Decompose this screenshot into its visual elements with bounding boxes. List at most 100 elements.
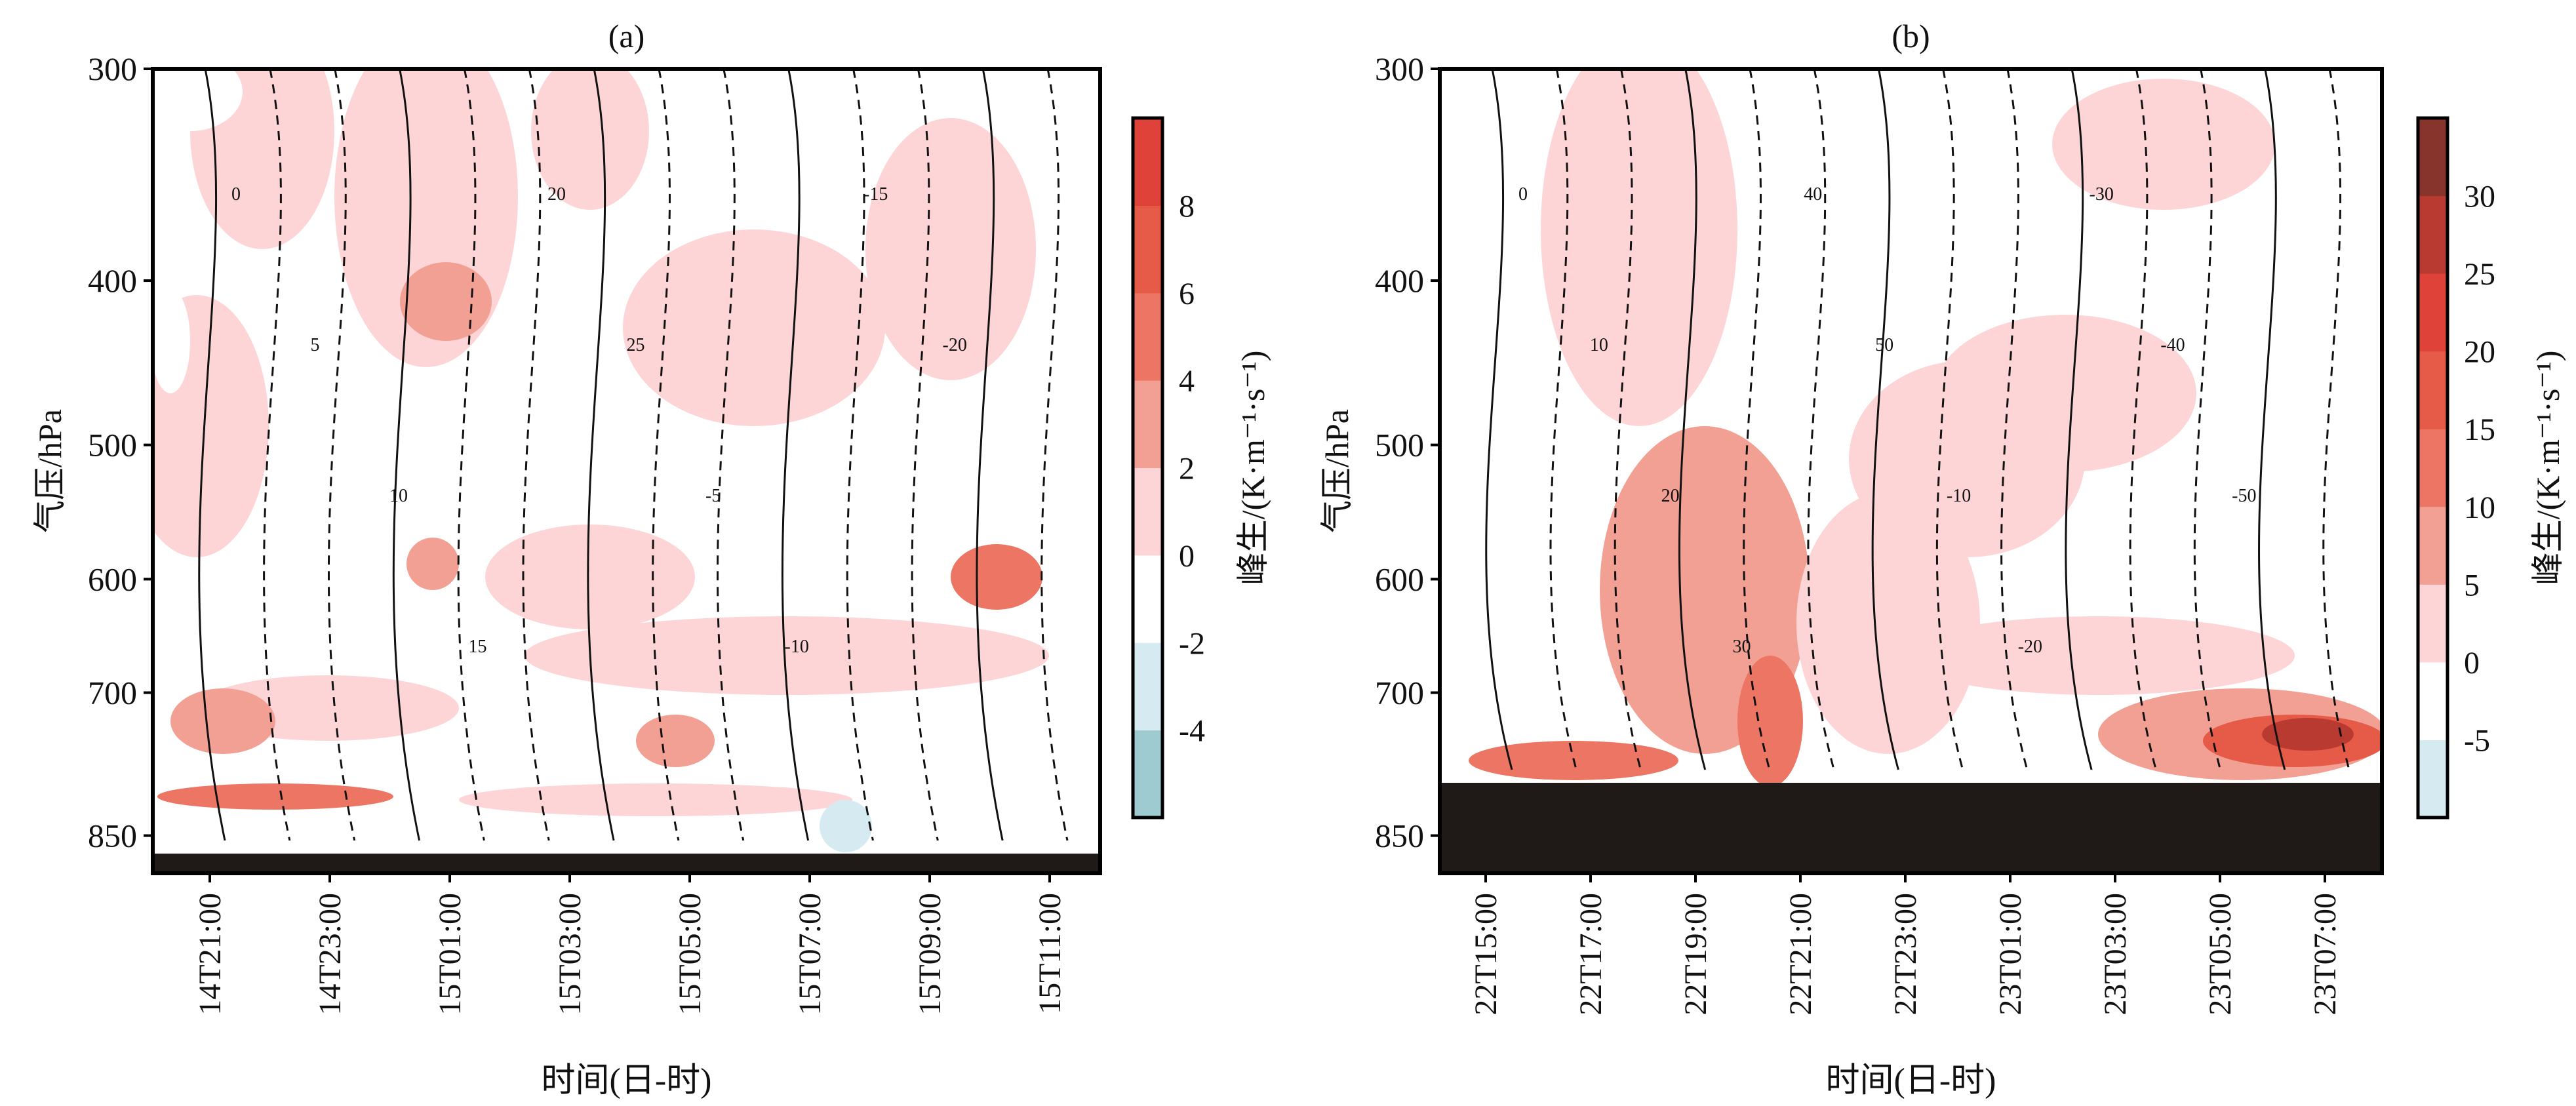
y-tick-label: 300: [88, 50, 137, 87]
y-tick-label: 500: [1375, 427, 1424, 464]
colorbar-tick-label: -2: [1179, 626, 1205, 661]
contour-label: -30: [2090, 184, 2114, 205]
colorbar-swatch: [2418, 118, 2447, 197]
panel-b: 01020304050-10-20-30-40-50(b)30040050060…: [1318, 18, 2566, 1099]
colorbar-frame: [1131, 116, 1164, 820]
shaded-region: [153, 295, 269, 557]
contour-label: 25: [627, 335, 645, 355]
contour-label: 5: [311, 335, 320, 355]
y-tick-label: 700: [88, 675, 137, 711]
x-axis-label: 时间(日-时): [1826, 1062, 1996, 1099]
contour-label: -15: [863, 184, 888, 205]
contour-line: [781, 69, 810, 841]
shaded-region: [153, 69, 243, 131]
contour-label: -20: [943, 335, 967, 355]
x-tick-label: 15T09:00: [913, 893, 947, 1016]
colorbar-tick-label: 2: [1179, 452, 1195, 486]
contour-line: [2129, 69, 2157, 770]
colorbar-swatch: [1133, 642, 1162, 731]
contour-label: 30: [1732, 637, 1751, 657]
panel-a: 0510152025-5-10-15-20(a)3004005006007008…: [31, 18, 1271, 1099]
contour-line: [1678, 69, 1707, 770]
contour-label: -10: [1947, 486, 1971, 506]
colorbar-tick-label: 30: [2464, 180, 2495, 214]
terrain-mask: [1440, 783, 2382, 873]
shaded-region: [1849, 361, 2085, 557]
contour-line: [198, 69, 226, 841]
shaded-region: [459, 783, 852, 816]
panel-title: (a): [608, 18, 645, 54]
x-tick-label: 22T17:00: [1574, 893, 1608, 1016]
y-tick-label: 850: [1375, 818, 1424, 854]
contour-line: [1614, 69, 1642, 770]
plot-area: 0 10 20 30 40 50 -10 -20 -30 -40 -50: [1440, 69, 2382, 873]
colorbar-tick-label: 8: [1179, 189, 1195, 224]
contour-line: [2322, 69, 2350, 770]
y-tick-label: 600: [1375, 561, 1424, 597]
contour-line: [976, 69, 1004, 841]
plot-frame: [151, 67, 1102, 875]
plot-area: 0 5 10 15 20 25 -5 -10 -15 -20: [153, 69, 1100, 873]
shaded-region: [2052, 79, 2275, 210]
colorbar-tick-label: 25: [2464, 257, 2495, 292]
shaded-region: [153, 288, 190, 393]
x-tick-label: 23T03:00: [2098, 893, 2133, 1016]
colorbar-tick-label: 15: [2464, 412, 2495, 447]
contour-label: 40: [1804, 184, 1822, 205]
x-tick-label: 23T07:00: [2308, 893, 2343, 1016]
x-tick-label: 15T07:00: [793, 893, 827, 1016]
contour-label: 0: [231, 184, 241, 205]
y-axis-label: 气压/hPa: [1318, 409, 1355, 533]
x-tick-label: 15T01:00: [433, 893, 467, 1016]
contour-line: [911, 69, 939, 841]
contour-label: -40: [2160, 335, 2185, 355]
y-tick-label: 300: [1375, 50, 1424, 87]
colorbar-swatch: [1133, 555, 1162, 643]
colorbar-swatch: [2418, 195, 2447, 274]
contour-line: [457, 69, 485, 841]
shaded-region: [190, 69, 334, 249]
contour-line: [328, 69, 356, 841]
colorbar-swatch: [2418, 351, 2447, 429]
shaded-region: [623, 229, 885, 426]
shaded-region: [636, 715, 715, 767]
contour-line: [1743, 69, 1771, 770]
y-tick-label: 400: [1375, 262, 1424, 299]
contour-label: 50: [1875, 335, 1893, 355]
colorbar-swatch: [1133, 730, 1162, 818]
contour-line: [2193, 69, 2221, 770]
colorbar-tick-label: 10: [2464, 490, 2495, 525]
colorbar-swatch: [1133, 292, 1162, 381]
y-tick-label: 850: [88, 818, 137, 854]
y-tick-label: 500: [88, 427, 137, 464]
x-tick-label: 14T23:00: [313, 893, 347, 1016]
y-axis-label: 气压/hPa: [31, 409, 68, 533]
contour-line: [522, 69, 550, 841]
x-tick-label: 22T23:00: [1888, 893, 1923, 1016]
contour-line: [1871, 69, 1899, 770]
colorbar-tick-label: 20: [2464, 335, 2495, 370]
contour-label: 10: [389, 486, 408, 506]
contour-label: -20: [2018, 637, 2042, 657]
contour-line: [392, 69, 421, 841]
shaded-region: [951, 544, 1042, 610]
colorbar-swatch: [1133, 205, 1162, 294]
contour-label: 15: [469, 637, 487, 657]
contour-line: [1807, 69, 1835, 770]
shaded-region: [1541, 69, 1737, 426]
contour-label: 10: [1590, 335, 1608, 355]
x-tick-label: 22T15:00: [1469, 893, 1503, 1016]
contour-line: [2258, 69, 2286, 770]
contour-label: 20: [547, 184, 566, 205]
plot-frame: [1438, 67, 2384, 875]
colorbar-tick-label: -4: [1179, 714, 1205, 749]
shaded-region: [400, 262, 492, 341]
shaded-region: [1796, 492, 1980, 754]
terrain-mask: [153, 854, 1100, 873]
shaded-region: [485, 524, 695, 629]
shaded-region: [157, 783, 393, 810]
x-tick-label: 15T05:00: [673, 893, 707, 1016]
y-tick-label: 700: [1375, 675, 1424, 711]
contour-line: [1040, 69, 1069, 841]
